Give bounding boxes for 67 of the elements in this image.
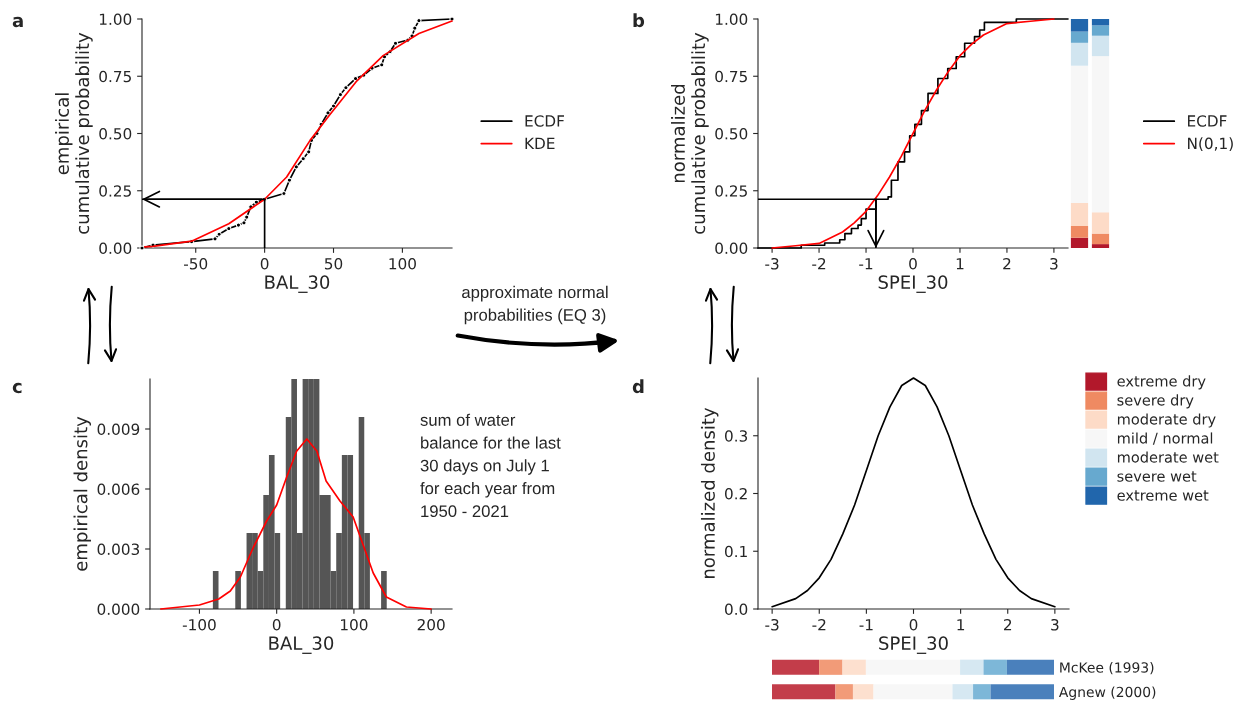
y-axis-title: normalized cumulative probability [671, 32, 709, 234]
y-tick-label: McKee (1993) [1060, 661, 1154, 675]
y-tick-label: 0.75 [99, 70, 131, 83]
legend-label: N(0,1) [1188, 137, 1233, 151]
text: a [12, 16, 23, 28]
x-tick-label: 0 [909, 257, 917, 270]
x-tick-label: -3 [765, 257, 779, 270]
x-tick-label: 2 [1003, 257, 1011, 270]
legend-label: extreme dry [1117, 375, 1206, 390]
x-tick-label: -2 [812, 618, 826, 631]
x-axis-title: BAL_30 [269, 636, 334, 654]
y-tick-label: 0.25 [715, 185, 747, 197]
x-tick-label: 3 [1051, 618, 1059, 631]
annotation: sum of water balance for the last 30 days on July 1 for each year from 1950 - 2021 [420, 413, 561, 518]
x-tick-label: 50 [324, 257, 343, 270]
x-axis-title: SPEI_30 [878, 275, 948, 293]
y-axis-title: normalized density [700, 407, 719, 578]
x-tick-label: 3 [1050, 257, 1058, 270]
legend-label: ECDF [525, 115, 565, 127]
text: approximate normal probabilities (EQ 3) [462, 285, 608, 325]
y-tick-label: 0.50 [99, 127, 132, 140]
y-tick-label: 1.00 [715, 13, 748, 26]
text: b [633, 13, 645, 28]
x-tick-label: -2 [812, 257, 826, 270]
y-tick-label: 0.75 [715, 70, 747, 83]
x-tick-label: -50 [184, 257, 208, 270]
x-tick-label: 2 [1004, 618, 1012, 631]
y-tick-label: 0.1 [724, 545, 747, 558]
x-tick-label: -1 [859, 619, 873, 631]
y-tick-label: 0.00 [99, 242, 132, 255]
y-tick-label: 1.00 [99, 13, 132, 26]
x-tick-label: 0 [272, 618, 281, 631]
x-tick-label: 1 [957, 619, 965, 631]
x-tick-label: 0 [260, 257, 269, 270]
text: d [632, 379, 644, 394]
legend-label: severe dry [1117, 394, 1194, 409]
y-axis-title: empirical cumulative probability [55, 32, 93, 234]
y-tick-label: 0.25 [99, 185, 131, 197]
y-tick-label: Agnew (2000) [1058, 686, 1156, 700]
x-tick-label: 100 [389, 257, 416, 270]
x-tick-label: -100 [182, 618, 216, 631]
x-axis-title: SPEI_30 [879, 636, 948, 654]
x-tick-label: -3 [765, 618, 779, 631]
legend-label: moderate wet [1117, 451, 1219, 463]
x-tick-label: 0 [909, 618, 918, 631]
legend-label: severe wet [1117, 471, 1197, 482]
legend-label: mild / normal [1117, 432, 1213, 445]
legend-label: extreme wet [1117, 490, 1209, 501]
x-tick-label: 100 [341, 618, 368, 631]
y-tick-label: 0.000 [97, 603, 140, 616]
y-tick-label: 0.003 [97, 543, 140, 556]
y-tick-label: 0.50 [715, 127, 748, 140]
x-axis-title: BAL_30 [265, 275, 330, 293]
x-tick-label: 200 [417, 618, 445, 631]
y-tick-label: 0.2 [724, 487, 747, 500]
text: c [12, 382, 22, 394]
legend-label: moderate dry [1117, 413, 1216, 428]
y-tick-label: 0.006 [97, 483, 140, 496]
y-tick-label: 0.009 [97, 423, 140, 436]
y-tick-label: 0.0 [724, 603, 748, 616]
x-tick-label: -1 [859, 258, 873, 270]
y-tick-label: 0.3 [724, 430, 748, 442]
legend-label: KDE [525, 137, 555, 149]
x-tick-label: 1 [956, 258, 964, 270]
legend-label: ECDF [1188, 115, 1227, 127]
y-tick-label: 0.00 [715, 242, 748, 255]
y-axis-title: empirical density [73, 416, 91, 571]
